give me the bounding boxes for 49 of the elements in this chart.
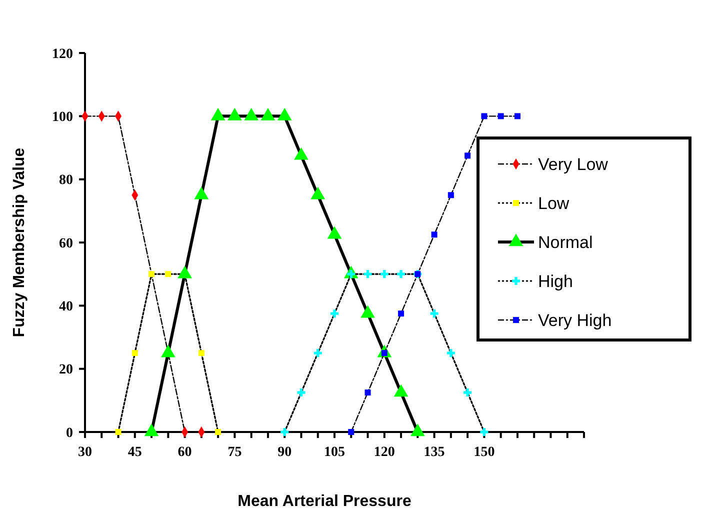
x-tick-label: 45: [128, 445, 142, 460]
x-tick-label: 30: [78, 445, 92, 460]
point: [514, 113, 520, 120]
point: [297, 388, 306, 397]
y-tick-label: 60: [59, 236, 73, 252]
x-tick-label: 120: [374, 445, 395, 460]
point: [165, 271, 172, 278]
point: [498, 113, 504, 120]
point: [480, 428, 488, 436]
legend-label: High: [538, 272, 573, 291]
y-tick-label: 100: [52, 110, 73, 126]
point: [446, 349, 455, 358]
point: [397, 270, 406, 278]
point: [364, 270, 372, 278]
point: [314, 349, 322, 358]
point: [280, 428, 289, 436]
point: [364, 390, 371, 396]
point: [215, 429, 222, 435]
point: [148, 271, 155, 278]
legend-label: Very Low: [538, 154, 609, 174]
y-tick-label: 40: [59, 300, 73, 315]
y-axis-title: Fuzzy Membership Value: [11, 148, 28, 338]
point: [198, 350, 204, 356]
point: [380, 270, 388, 278]
y-tick-label: 20: [59, 362, 73, 378]
y-tick-label: 0: [66, 426, 73, 441]
legend-label: Very High: [538, 310, 612, 330]
x-axis-title: Mean Arterial Pressure: [238, 493, 412, 510]
y-tick-label: 80: [59, 173, 73, 188]
x-tick-label: 150: [474, 445, 495, 460]
point: [481, 113, 488, 120]
point: [348, 429, 354, 435]
x-tick-label: 90: [278, 445, 292, 460]
legend-label: Normal: [538, 232, 593, 252]
point: [464, 152, 471, 159]
x-tick-label: 105: [324, 445, 345, 460]
point: [430, 310, 438, 318]
x-tick-label: 75: [228, 445, 242, 460]
y-tick-label: 120: [52, 46, 73, 62]
point: [115, 429, 122, 435]
point: [431, 232, 438, 238]
point: [398, 310, 404, 317]
point: [464, 388, 472, 397]
point: [132, 350, 138, 356]
point: [330, 310, 339, 318]
point: [448, 192, 454, 198]
x-tick-label: 135: [424, 445, 445, 460]
legend-label: Low: [538, 194, 570, 213]
x-tick-label: 60: [178, 445, 192, 460]
